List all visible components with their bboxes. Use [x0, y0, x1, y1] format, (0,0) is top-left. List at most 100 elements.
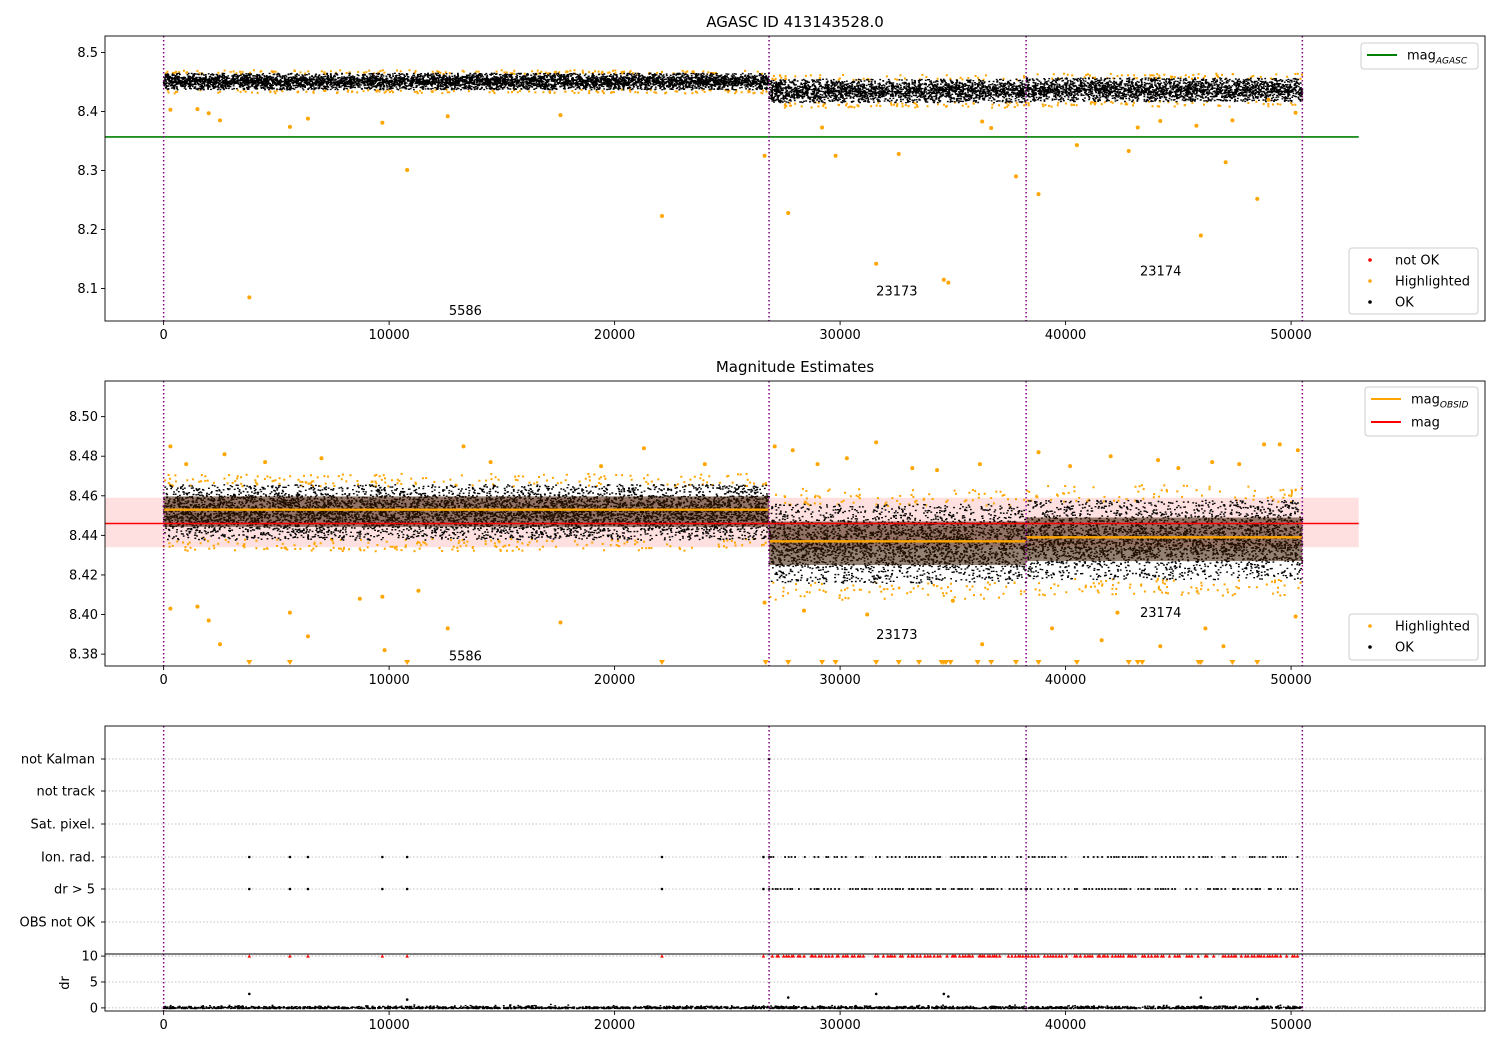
- estimates-highlighted-point: [977, 462, 982, 467]
- agasc-highlighted-point: [1266, 97, 1271, 102]
- estimates-clipped-marker: [895, 660, 902, 665]
- estimates-clipped-marker: [832, 660, 839, 665]
- agasc-highlighted-point: [896, 152, 901, 157]
- estimates-highlighted-point: [305, 634, 310, 639]
- dr-ytick-label: 10: [81, 950, 98, 965]
- estimates-clipped-marker: [658, 660, 665, 665]
- panel-magnitude-estimates: Magnitude Estimates 5586 23173 23174 0 1000…: [69, 358, 1486, 688]
- obsid-core-shading: [769, 521, 1027, 566]
- estimates-highlighted-point: [168, 606, 173, 611]
- agasc-obsid-label: 23173: [876, 284, 917, 299]
- flag-point: [288, 887, 292, 891]
- agasc-legend-label: OK: [1395, 296, 1414, 311]
- panel-estimates-legend-bottom: Highlighted OK: [1348, 613, 1479, 661]
- dr-xtick-label: 30000: [819, 1018, 860, 1033]
- estimates-highlighted-point: [599, 464, 604, 469]
- agasc-xtick-label: 0: [159, 328, 167, 343]
- estimates-highlighted-point: [461, 444, 466, 449]
- estimates-ytick-label: 8.38: [69, 648, 98, 663]
- agasc-obsid-label: 23174: [1140, 264, 1181, 279]
- dr-ok-points: [162, 1003, 1303, 1010]
- estimates-highlighted-point: [1036, 450, 1041, 455]
- panel-agasc-magnitude: AGASC ID 413143528.0 5586 23173 23174 0 100…: [77, 13, 1486, 343]
- estimates-ytick-label: 8.44: [69, 529, 98, 544]
- dr-capped-marker: [405, 954, 409, 958]
- dr-xtick-label: 0: [159, 1018, 167, 1033]
- agasc-ok-points: [768, 78, 1027, 104]
- panel-flags: not Kalman not track Sat. pixel. Ion. rad. d…: [20, 725, 1486, 955]
- dr-outlier-point: [405, 998, 409, 1001]
- estimates-highlighted-point: [935, 468, 940, 473]
- estimates-legend-label: OK: [1395, 641, 1414, 656]
- estimates-clipped-marker: [286, 660, 293, 665]
- estimates-legend-label: mag: [1411, 416, 1440, 431]
- flag-point: [248, 887, 251, 891]
- estimates-clipped-marker: [873, 660, 880, 665]
- estimates-clipped-marker: [246, 660, 253, 665]
- estimates-highlighted-point: [416, 588, 421, 593]
- estimates-highlighted-point: [1295, 448, 1300, 453]
- estimates-xtick-label: 30000: [819, 673, 860, 688]
- estimates-ytick-label: 8.40: [69, 608, 98, 623]
- agasc-highlighted-point: [445, 114, 450, 119]
- agasc-highlighted-point: [941, 277, 946, 282]
- agasc-highlighted-point: [1158, 118, 1163, 123]
- estimates-highlighted-point: [206, 618, 211, 623]
- flag-category-label: not Kalman: [21, 753, 95, 768]
- estimates-highlighted-point: [1262, 442, 1267, 447]
- dr-capped-marker: [288, 954, 292, 958]
- flag-point: [762, 887, 765, 891]
- estimates-highlighted-point: [815, 462, 820, 467]
- estimates-highlighted-point: [1115, 610, 1120, 615]
- panel-agasc-title: AGASC ID 413143528.0: [706, 13, 884, 31]
- dr-outlier-point: [874, 992, 878, 996]
- panel-agasc-legend-top: magAGASC: [1360, 42, 1479, 70]
- agasc-ok-points: [162, 72, 770, 91]
- estimates-clipped-marker: [1073, 660, 1080, 665]
- agasc-highlighted-point: [1198, 233, 1203, 238]
- agasc-highlighted-point: [946, 280, 951, 285]
- estimates-clipped-marker: [1134, 660, 1141, 665]
- estimates-highlighted-point: [382, 648, 387, 653]
- agasc-ytick-label: 8.5: [77, 46, 98, 61]
- panel-dr-axes: 0 10000 20000 30000 40000 50000 0 5 10: [81, 950, 1486, 1033]
- flag-category-label: dr > 5: [54, 883, 95, 898]
- agasc-highlighted-point: [1223, 160, 1228, 165]
- dr-outlier-point: [1255, 997, 1259, 1001]
- dr-outlier-point: [942, 992, 946, 996]
- estimates-legend-marker: [1368, 645, 1372, 649]
- estimates-clipped-marker: [819, 660, 826, 665]
- estimates-highlighted-point: [488, 460, 493, 465]
- agasc-legend-label: Highlighted: [1395, 275, 1470, 290]
- agasc-highlighted-point: [1013, 174, 1018, 179]
- panel-estimates-data: 5586 23173 23174: [105, 381, 1359, 666]
- flag-point: [660, 887, 664, 891]
- estimates-clipped-marker: [943, 660, 950, 665]
- panel-dr: 0 10000 20000 30000 40000 50000 0 5 10 dr: [58, 950, 1486, 1033]
- agasc-highlighted-point: [287, 124, 292, 129]
- flag-category-label: Ion. rad.: [41, 851, 95, 866]
- estimates-clipped-marker: [947, 660, 954, 665]
- agasc-highlighted-point: [305, 116, 310, 121]
- flag-category-label: Sat. pixel.: [31, 818, 95, 833]
- estimates-clipped-marker: [1012, 660, 1019, 665]
- agasc-xtick-label: 50000: [1270, 328, 1311, 343]
- estimates-highlighted-point: [865, 612, 870, 617]
- agasc-highlighted-point: [247, 295, 252, 300]
- estimates-clipped-marker: [762, 660, 769, 665]
- agasc-highlighted-point: [874, 261, 879, 266]
- estimates-clipped-marker: [785, 660, 792, 665]
- estimates-clipped-marker: [1035, 660, 1042, 665]
- panel-estimates-axes: 0 10000 20000 30000 40000 50000 8.38 8.40 8.42 8.…: [69, 380, 1486, 688]
- agasc-highlighted-point: [1036, 192, 1041, 197]
- estimates-highlighted-point: [1068, 464, 1073, 469]
- dr-xtick-label: 20000: [594, 1018, 635, 1033]
- estimates-highlighted-point: [184, 462, 189, 467]
- estimates-ytick-label: 8.50: [69, 410, 98, 425]
- estimates-highlighted-point: [950, 598, 955, 603]
- estimates-ytick-label: 8.48: [69, 450, 98, 465]
- estimates-highlighted-point: [1156, 458, 1161, 463]
- flag-point: [405, 887, 409, 891]
- agasc-legend-marker: [1368, 258, 1372, 262]
